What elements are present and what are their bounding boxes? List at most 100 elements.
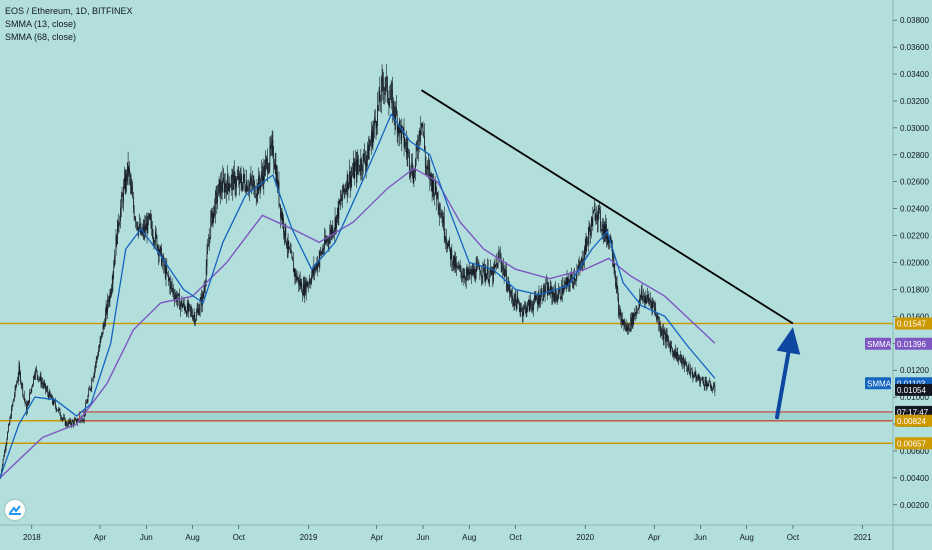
x-tick-label: Oct bbox=[233, 533, 246, 542]
candle-body bbox=[559, 288, 560, 292]
candle-body bbox=[421, 123, 423, 125]
candle-body bbox=[152, 237, 154, 239]
candle-body bbox=[246, 181, 247, 192]
candle-body bbox=[2, 459, 4, 465]
candle-body bbox=[167, 272, 168, 274]
candle-body bbox=[641, 291, 643, 298]
candle-body bbox=[595, 216, 597, 220]
candle-body bbox=[39, 378, 40, 380]
price-tag bbox=[895, 414, 932, 427]
candle-body bbox=[448, 240, 450, 244]
candle-body bbox=[669, 342, 670, 345]
candle-body bbox=[185, 311, 187, 312]
candle-body bbox=[593, 210, 594, 214]
candle-body bbox=[127, 162, 129, 173]
candle-body bbox=[550, 285, 551, 295]
candle-body bbox=[103, 324, 105, 326]
candle-body bbox=[486, 274, 488, 280]
candle-body bbox=[623, 320, 625, 327]
y-tick-label: 0.02200 bbox=[900, 232, 929, 241]
candle-body bbox=[111, 288, 112, 296]
candle-body bbox=[115, 235, 117, 256]
candle-body bbox=[565, 281, 566, 285]
candle-body bbox=[634, 313, 636, 317]
candle-body bbox=[271, 140, 273, 143]
candle-body bbox=[90, 387, 92, 390]
candle-body bbox=[73, 421, 74, 425]
candle-body bbox=[236, 178, 238, 180]
candle-body bbox=[50, 395, 52, 399]
candle-body bbox=[155, 231, 157, 236]
candle-body bbox=[20, 382, 22, 385]
candle-body bbox=[87, 396, 89, 402]
candle-body bbox=[282, 218, 284, 222]
indicator-smma-68[interactable]: SMMA (68, close) bbox=[5, 32, 77, 42]
candle-body bbox=[319, 251, 321, 260]
candle-body bbox=[192, 315, 193, 320]
candle-body bbox=[556, 295, 557, 301]
candle-body bbox=[92, 376, 94, 381]
candle-body bbox=[653, 303, 655, 309]
candle-body bbox=[553, 292, 554, 296]
candle-body bbox=[693, 376, 694, 378]
candle-body bbox=[192, 316, 194, 320]
candle-body bbox=[217, 184, 219, 197]
candle-body bbox=[694, 375, 695, 377]
candle-body bbox=[647, 295, 648, 300]
candle-body bbox=[630, 317, 632, 330]
candle-body bbox=[449, 240, 450, 248]
candle-body bbox=[340, 199, 342, 201]
candle-body bbox=[370, 142, 372, 145]
candle-body bbox=[183, 302, 184, 306]
candle-body bbox=[107, 299, 108, 313]
symbol-title: EOS / Ethereum, 1D, BITFINEX bbox=[5, 6, 133, 16]
candle-body bbox=[407, 151, 409, 155]
candle-body bbox=[219, 179, 221, 197]
candle-body bbox=[584, 247, 586, 254]
candle-body bbox=[711, 389, 713, 390]
candle-body bbox=[393, 101, 395, 116]
candle-body bbox=[537, 293, 539, 305]
candle-body bbox=[529, 300, 531, 311]
candle-body bbox=[247, 189, 249, 191]
candle-body bbox=[445, 238, 447, 240]
candle-body bbox=[211, 210, 212, 218]
smma-13-line bbox=[0, 113, 716, 479]
candle-body bbox=[466, 269, 468, 275]
candle-body bbox=[427, 164, 429, 168]
candle-body bbox=[506, 287, 508, 290]
candle-body bbox=[710, 386, 712, 390]
candle-body bbox=[409, 151, 410, 170]
candle-body bbox=[626, 327, 628, 331]
candle-body bbox=[546, 282, 547, 284]
candle-body bbox=[620, 313, 622, 323]
candle-body bbox=[518, 302, 520, 308]
candle-body bbox=[593, 208, 595, 211]
candle-body bbox=[572, 282, 574, 285]
candle-body bbox=[662, 329, 664, 340]
candle-body bbox=[383, 88, 385, 91]
tradingview-logo-icon[interactable] bbox=[5, 500, 25, 520]
candle-body bbox=[333, 228, 335, 232]
candle-body bbox=[637, 308, 638, 310]
candle-body bbox=[492, 270, 494, 282]
candle-body bbox=[130, 175, 131, 185]
indicator-smma-13[interactable]: SMMA (13, close) bbox=[5, 19, 77, 29]
candle-body bbox=[199, 309, 200, 315]
candle-body bbox=[21, 384, 23, 385]
y-tick-label: 0.00600 bbox=[900, 447, 929, 456]
candle-body bbox=[224, 180, 225, 193]
price-tag-label: 0.01103 bbox=[897, 379, 926, 388]
candle-body bbox=[617, 289, 619, 298]
candle-body bbox=[293, 260, 294, 273]
candle-body bbox=[57, 409, 58, 411]
candle-body bbox=[158, 246, 159, 257]
candle-body bbox=[645, 297, 647, 304]
candle-body bbox=[683, 358, 685, 367]
candle-body bbox=[67, 421, 69, 426]
candle-body bbox=[588, 227, 590, 236]
candle-body bbox=[371, 130, 372, 143]
candle-body bbox=[61, 417, 62, 420]
support-levels bbox=[0, 322, 894, 445]
